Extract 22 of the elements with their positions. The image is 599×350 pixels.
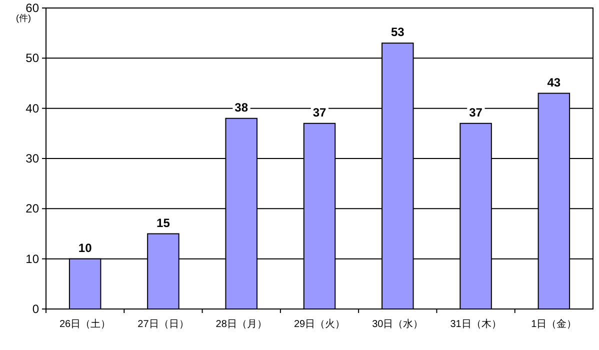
data-label: 38 bbox=[234, 100, 248, 114]
y-tick-label: 0 bbox=[32, 302, 40, 316]
data-label: 15 bbox=[156, 216, 170, 230]
y-axis-title: (件) bbox=[16, 13, 31, 23]
y-tick-label: 30 bbox=[26, 152, 40, 166]
y-tick-label: 50 bbox=[26, 51, 40, 66]
data-label: 10 bbox=[78, 240, 92, 255]
x-tick-label: 30日（水） bbox=[372, 318, 424, 330]
data-label: 43 bbox=[547, 75, 561, 90]
x-tick-label: 28日（月） bbox=[216, 319, 267, 330]
x-tick-label: 31日（木） bbox=[450, 318, 502, 330]
data-label: 53 bbox=[390, 25, 405, 40]
x-tick-label: 27日（日） bbox=[138, 319, 189, 330]
y-tick-label: 60 bbox=[26, 1, 40, 15]
x-tick-label: 1日（金） bbox=[531, 318, 577, 330]
y-tick-label: 20 bbox=[26, 202, 40, 216]
x-tick-label: 29日（火） bbox=[294, 318, 346, 330]
data-label: 37 bbox=[469, 105, 483, 120]
y-tick-label: 10 bbox=[26, 252, 40, 266]
x-tick-label: 26日（土） bbox=[60, 318, 111, 330]
data-label: 37 bbox=[312, 105, 326, 120]
y-tick-label: 40 bbox=[26, 101, 40, 116]
